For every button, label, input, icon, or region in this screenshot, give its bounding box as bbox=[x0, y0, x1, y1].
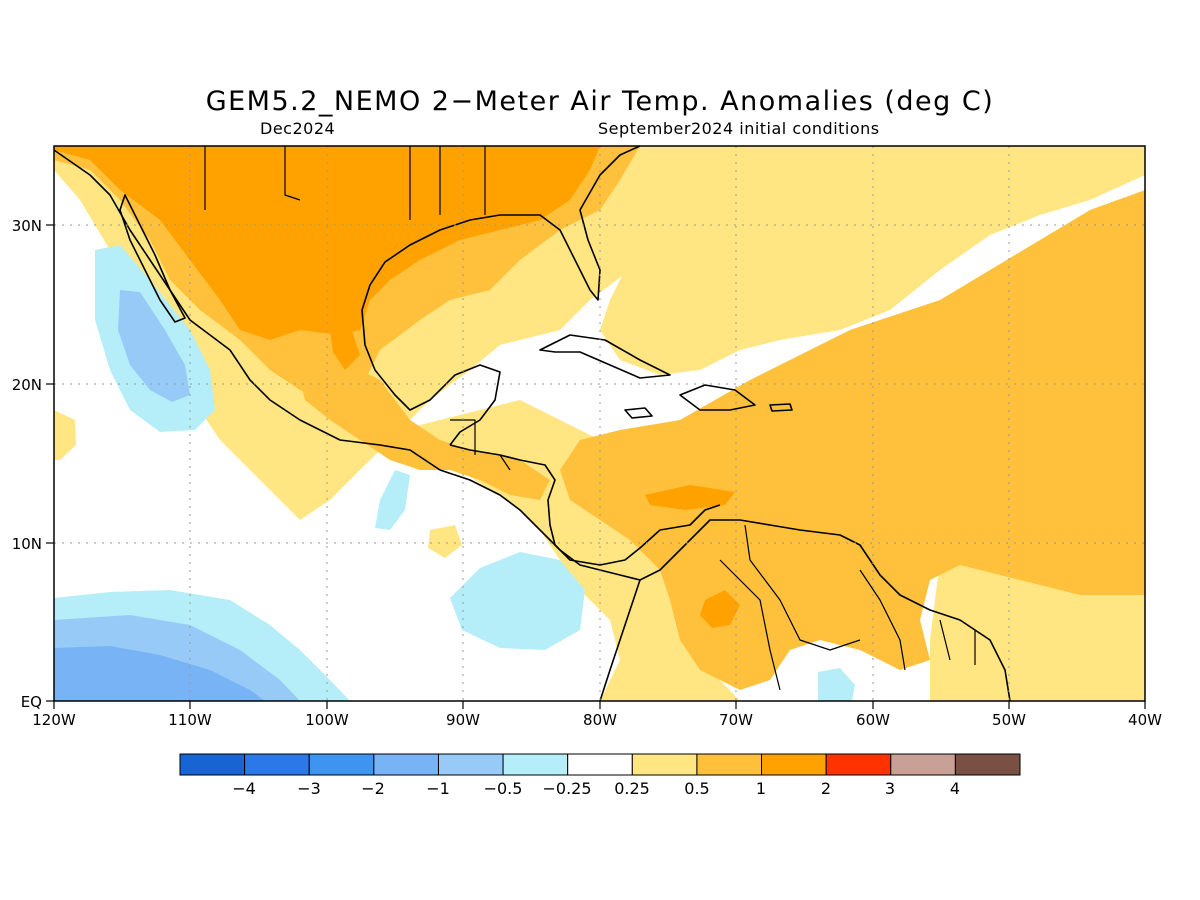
colorbar-swatch bbox=[761, 753, 827, 776]
national-borders bbox=[204, 146, 976, 691]
lon-label: 100W bbox=[305, 711, 349, 729]
initial-conditions: September2024 initial conditions bbox=[598, 119, 880, 138]
colorbar-swatch bbox=[308, 753, 375, 776]
lon-label: 60W bbox=[856, 711, 890, 729]
graticule bbox=[54, 146, 1145, 701]
map-title: GEM5.2_NEMO 2−Meter Air Temp. Anomalies … bbox=[205, 86, 995, 117]
colorbar-label: −4 bbox=[232, 779, 256, 798]
anomaly-region-warm-strong bbox=[700, 590, 740, 628]
lon-labels: 120W 110W 100W 90W 80W 70W 60W 50W 40W bbox=[32, 711, 1162, 729]
colorbar-label: −0.5 bbox=[484, 779, 523, 798]
colorbar-swatch bbox=[437, 753, 504, 776]
lon-label: 90W bbox=[446, 711, 480, 729]
colorbar-swatch bbox=[954, 753, 1021, 776]
south-america-north-coast bbox=[639, 519, 1011, 702]
anomaly-region-cool-light bbox=[450, 552, 585, 650]
colorbar-label: 4 bbox=[950, 779, 960, 798]
colorbar-label: −2 bbox=[361, 779, 385, 798]
anomaly-region-cool-mid bbox=[118, 290, 190, 402]
jamaica bbox=[624, 407, 653, 419]
colorbar-swatch bbox=[502, 753, 569, 776]
coastlines bbox=[53, 145, 1011, 702]
colorbar-swatch bbox=[244, 753, 310, 776]
anomaly-region-cool-light bbox=[818, 668, 855, 701]
anomaly-region-warm-strong bbox=[330, 325, 360, 370]
puerto-rico bbox=[769, 403, 793, 412]
lon-label: 50W bbox=[992, 711, 1026, 729]
lat-label: 30N bbox=[12, 217, 42, 235]
lon-label: 80W bbox=[583, 711, 617, 729]
colorbar-label: −3 bbox=[297, 779, 321, 798]
baja-california bbox=[119, 194, 186, 323]
colorbar-swatch bbox=[567, 753, 633, 776]
lat-label: 20N bbox=[12, 376, 42, 394]
colorbar-labels: −4 −3 −2 −1 −0.5 −0.25 0.25 0.5 1 2 3 4 bbox=[232, 779, 960, 798]
colorbar-swatch bbox=[179, 753, 246, 776]
anomaly-region-warm-mid bbox=[300, 360, 550, 500]
lat-label: 10N bbox=[12, 535, 42, 553]
cuba bbox=[539, 334, 671, 379]
lon-label: 110W bbox=[168, 711, 212, 729]
anomaly-region-warm-light bbox=[54, 410, 76, 460]
colorbar-label: −1 bbox=[426, 779, 450, 798]
colorbar-swatch bbox=[696, 753, 763, 776]
colorbar-swatch bbox=[631, 753, 698, 776]
colorbar-label: 3 bbox=[885, 779, 895, 798]
lon-label: 70W bbox=[719, 711, 753, 729]
colorbar-label: 2 bbox=[821, 779, 831, 798]
colorbar-label: 1 bbox=[756, 779, 766, 798]
lat-label: EQ bbox=[21, 693, 42, 711]
anomaly-region-cool-light bbox=[375, 470, 410, 530]
anomaly-region-cool-strong bbox=[54, 646, 265, 701]
south-america-west-coast bbox=[599, 579, 641, 702]
lon-label: 40W bbox=[1128, 711, 1162, 729]
colorbar-swatch bbox=[825, 753, 892, 776]
anomaly-region-warm-light bbox=[930, 560, 1145, 701]
central-america-caribbean-coast bbox=[449, 444, 721, 566]
lat-labels: 30N 20N 10N EQ bbox=[12, 217, 42, 711]
anomaly-field bbox=[54, 146, 1145, 701]
anomaly-region-warm-mid bbox=[560, 190, 1145, 690]
colorbar-label: 0.25 bbox=[614, 779, 650, 798]
colorbar bbox=[179, 753, 1021, 776]
axis-ticks bbox=[46, 224, 1146, 709]
colorbar-swatch bbox=[890, 753, 956, 776]
us-gulf-florida bbox=[469, 145, 641, 301]
lon-label: 120W bbox=[32, 711, 76, 729]
colorbar-label: −0.25 bbox=[542, 779, 591, 798]
anomaly-region-warm-light bbox=[428, 525, 462, 558]
colorbar-label: 0.5 bbox=[684, 779, 709, 798]
anomaly-region-warm-strong bbox=[645, 485, 735, 510]
forecast-month: Dec2024 bbox=[260, 119, 336, 138]
hispaniola bbox=[679, 384, 756, 411]
gulf-coast bbox=[361, 219, 501, 446]
colorbar-swatch bbox=[373, 753, 439, 776]
